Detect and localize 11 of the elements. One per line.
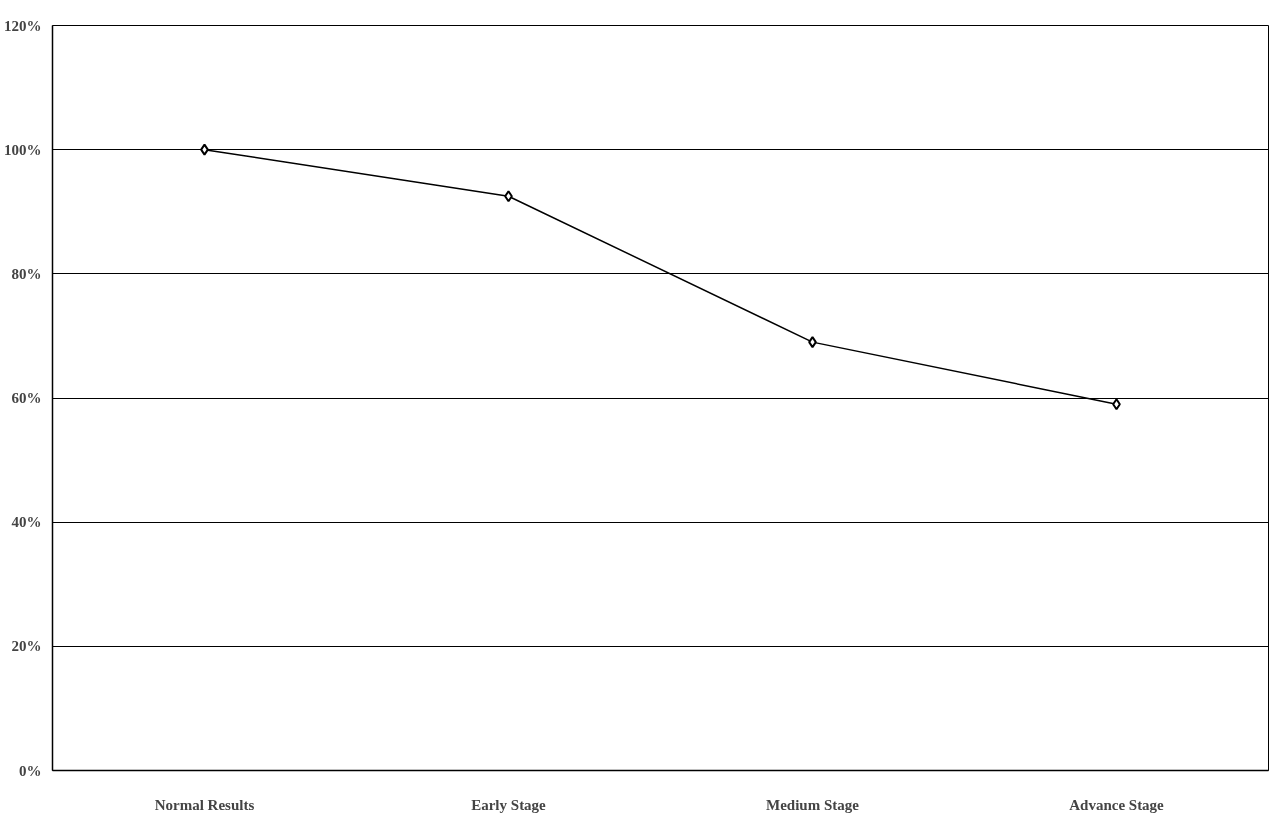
y-tick-label: 60% <box>11 390 42 406</box>
x-tick-label: Early Stage <box>471 796 547 813</box>
y-tick-label: 20% <box>11 638 42 655</box>
y-tick-label: 100% <box>4 141 42 158</box>
x-tick-label: Medium Stage <box>766 796 860 813</box>
y-tick-label: 80% <box>11 265 42 282</box>
x-tick-label: Advance Stage <box>1069 796 1165 813</box>
y-tick-label: 40% <box>11 514 42 531</box>
y-tick-label: 0% <box>19 762 42 779</box>
x-tick-label: Normal Results <box>154 796 255 813</box>
y-tick-label: 120% <box>4 17 42 34</box>
